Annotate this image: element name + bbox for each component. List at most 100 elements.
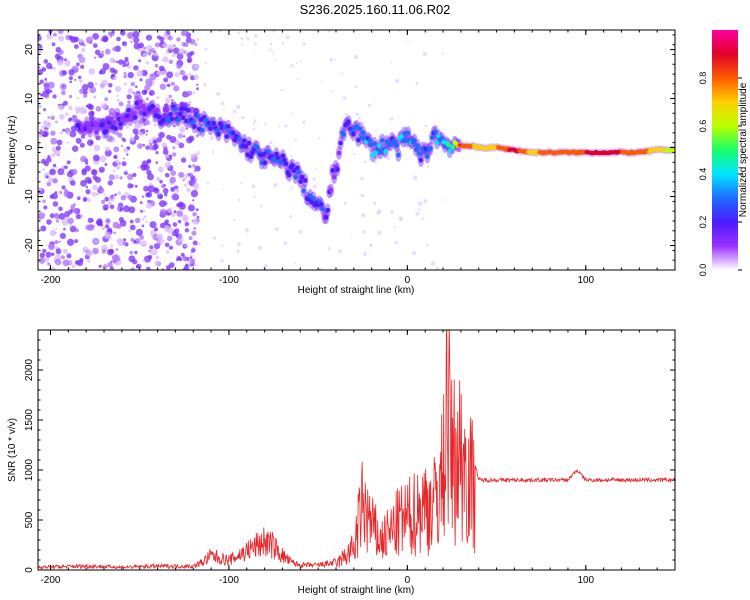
spectrogram-noise-cell <box>157 242 161 247</box>
spectrogram-noise-cell <box>126 153 129 156</box>
spectrogram-noise-cell <box>168 245 174 250</box>
spectrogram-ridge-cell <box>157 114 162 120</box>
spectrogram-noise-cell <box>254 33 258 38</box>
spectrogram-noise-cell <box>43 205 48 210</box>
spectrogram-ridge-cell <box>262 160 268 166</box>
spectrogram-noise-cell <box>149 245 154 250</box>
spectrogram-noise-cell <box>355 112 359 117</box>
spectrogram-noise-cell <box>186 52 193 58</box>
spectrogram-noise-cell <box>147 173 154 181</box>
spectrogram-noise-cell <box>114 261 118 265</box>
spectrogram-noise-cell <box>159 200 167 208</box>
page-title: S236.2025.160.11.06.R02 <box>299 2 451 17</box>
spectrogram-noise-cell <box>315 167 317 170</box>
spectrogram-noise-cell <box>120 30 126 36</box>
spectrogram-noise-cell <box>141 217 145 221</box>
spectrogram-y-tick-label: 0 <box>24 144 35 150</box>
spectrogram-noise-cell <box>179 101 185 106</box>
spectrogram-noise-cell <box>140 240 147 247</box>
spectrogram-noise-cell <box>66 131 71 136</box>
spectrogram-noise-cell <box>441 199 444 202</box>
spectrogram-noise-cell <box>115 164 121 170</box>
spectrogram-noise-cell <box>390 62 393 64</box>
spectrogram-noise-cell <box>38 47 43 55</box>
spectrogram-noise-cell <box>84 165 91 172</box>
spectrogram-ridge-cell <box>428 146 433 151</box>
spectrogram-noise-cell <box>41 158 47 164</box>
spectrogram-noise-cell <box>101 249 106 254</box>
spectrogram-noise-cell <box>143 255 152 263</box>
spectrogram-noise-cell <box>141 195 145 199</box>
spectrogram-noise-cell <box>108 174 115 181</box>
spectrogram-noise-cell <box>142 121 147 126</box>
spectrogram-noise-cell <box>194 43 198 46</box>
spectrogram-noise-cell <box>42 199 46 203</box>
spectrogram-noise-cell <box>39 130 45 136</box>
spectrogram-noise-cell <box>431 261 436 266</box>
spectrogram-noise-cell <box>55 166 58 169</box>
spectrogram-ridge-cell <box>123 117 128 122</box>
spectrogram-noise-cell <box>76 62 80 66</box>
spectrogram-noise-cell <box>155 255 160 260</box>
spectrogram-ridge-cell <box>184 118 189 124</box>
spectrogram-noise-cell <box>67 238 75 246</box>
spectrogram-noise-cell <box>94 176 101 183</box>
spectrogram-noise-cell <box>58 49 64 55</box>
spectrogram-noise-cell <box>161 142 167 148</box>
snr-y-tick-label: 1000 <box>24 458 35 481</box>
spectrogram-noise-cell <box>55 120 58 124</box>
spectrogram-noise-cell <box>169 176 177 184</box>
spectrogram-y-tick-label: -20 <box>24 238 35 253</box>
spectrogram-noise-cell <box>39 252 45 258</box>
spectrogram-noise-cell <box>107 201 112 206</box>
spectrogram-noise-cell <box>78 38 84 44</box>
spectrogram-noise-cell <box>253 195 256 199</box>
spectrogram-ridge-cell <box>243 144 249 149</box>
spectrogram-noise-cell <box>221 244 224 247</box>
spectrogram-noise-cell <box>173 124 176 128</box>
spectrogram-noise-cell <box>145 192 151 198</box>
spectrogram-noise-cell <box>61 90 66 96</box>
spectrogram-noise-cell <box>107 262 113 268</box>
spectrogram-noise-cell <box>129 104 137 111</box>
spectrogram-noise-cell <box>180 157 187 163</box>
spectrogram-noise-cell <box>69 80 72 84</box>
spectrogram-noise-cell <box>128 206 136 214</box>
spectrogram-noise-cell <box>164 193 168 197</box>
spectrogram-noise-cell <box>40 225 47 232</box>
colorbar-tick-label: 0.4 <box>698 168 708 181</box>
spectrogram-noise-cell <box>197 242 201 246</box>
spectrogram-noise-cell <box>127 71 134 79</box>
spectrogram-noise-cell <box>196 87 199 91</box>
spectrogram-noise-cell <box>126 126 129 129</box>
spectrogram-ridge-cell <box>179 106 184 111</box>
spectrogram-noise-cell <box>134 184 138 188</box>
spectrogram-noise-cell <box>116 224 122 229</box>
spectrogram-ridge-cell <box>296 169 302 175</box>
spectrogram-noise-cell <box>101 79 108 87</box>
spectrogram-noise-cell <box>128 229 131 233</box>
spectrogram-noise-cell <box>45 129 48 132</box>
spectrogram-noise-cell <box>58 190 61 194</box>
spectrogram-noise-cell <box>145 78 153 86</box>
spectrogram-noise-cell <box>58 213 66 220</box>
spectrogram-ridge-cell <box>370 152 375 158</box>
spectrogram-noise-cell <box>41 125 45 129</box>
spectrogram-ridge-cell <box>378 150 383 155</box>
spectrogram-noise-cell <box>139 235 145 240</box>
spectrogram-noise-cell <box>377 135 381 139</box>
spectrogram-noise-cell <box>119 220 127 227</box>
spectrogram-noise-cell <box>95 106 102 112</box>
spectrogram-noise-cell <box>394 240 398 245</box>
spectrogram-noise-cell <box>82 93 88 98</box>
spectrogram-noise-cell <box>290 112 293 115</box>
spectrogram-noise-cell <box>153 51 158 57</box>
spectrogram-noise-cell <box>164 242 170 248</box>
spectrogram-noise-cell <box>119 176 123 180</box>
spectrogram-ridge-cell <box>415 143 420 149</box>
spectrogram-noise-cell <box>38 65 41 69</box>
spectrogram-noise-cell <box>183 177 187 181</box>
spectrogram-noise-cell <box>202 107 205 110</box>
spectrogram-noise-cell <box>52 241 55 244</box>
